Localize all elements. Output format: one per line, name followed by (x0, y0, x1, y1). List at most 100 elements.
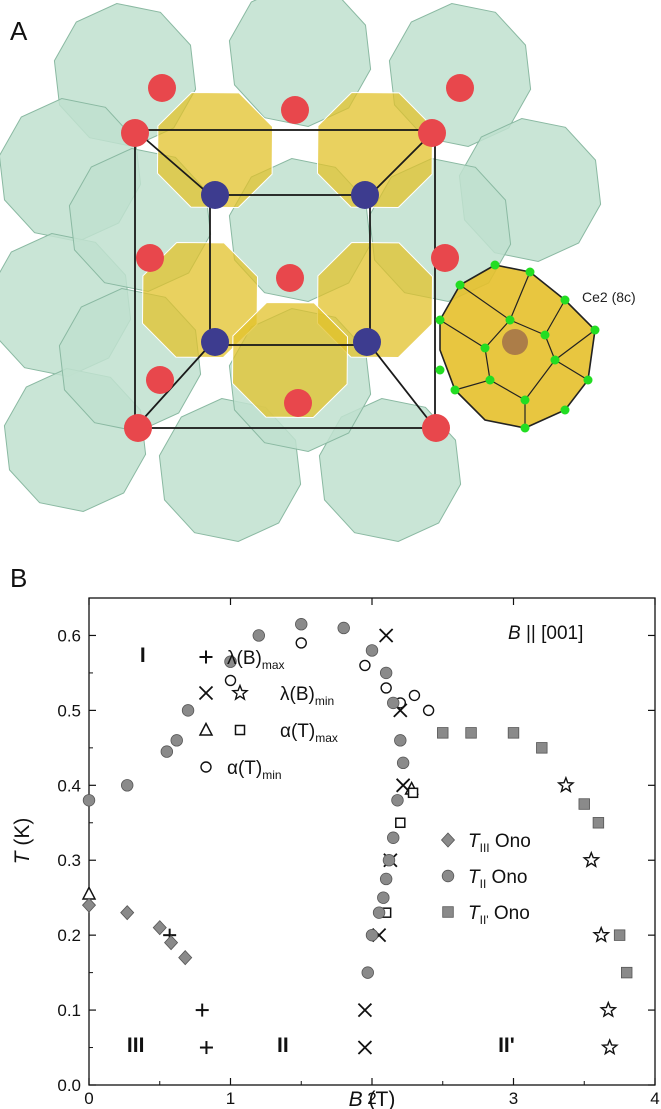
region-label: II (277, 1034, 289, 1057)
green-atom (590, 325, 600, 335)
red-atom (284, 389, 312, 417)
data-point-cross (357, 1002, 373, 1018)
region-label: I (140, 644, 146, 667)
data-point-plus (195, 1003, 209, 1017)
data-point-circle (422, 704, 435, 717)
yellow-polyhedron (141, 241, 259, 359)
data-point-filled_circle (160, 745, 174, 758)
y-tick-label: 0.2 (57, 926, 81, 945)
legend-marker-circle (200, 761, 212, 773)
data-point-filled_circle (387, 696, 400, 710)
blue-atom (201, 328, 229, 356)
data-point-diamond (152, 920, 167, 936)
legend-entry: TII Ono (468, 867, 527, 891)
data-point-circle (380, 682, 392, 694)
data-point-filled_circle (361, 966, 374, 979)
x-tick-label: 2 (367, 1089, 376, 1108)
data-marks (81, 618, 633, 1056)
legend-marker-cross (198, 685, 214, 701)
x-tick-label: 0 (84, 1089, 93, 1108)
data-point-filled_square (536, 742, 548, 754)
data-point-filled_square (621, 966, 633, 979)
data-point-filled_circle (372, 906, 386, 919)
legend-marker-plus (199, 650, 213, 664)
panel-b-letter: B (10, 563, 27, 593)
yellow-polyhedron (316, 241, 434, 359)
field-direction-annotation: B || [001] (508, 623, 583, 644)
red-atom (446, 74, 474, 102)
green-atom (435, 365, 445, 375)
green-atom (450, 385, 460, 395)
data-point-plus (199, 1041, 213, 1055)
y-tick-label: 0.4 (57, 776, 81, 795)
data-point-filled_circle (181, 704, 195, 717)
legend-marker-filled_square (442, 906, 454, 918)
y-tick-label: 0.5 (57, 701, 81, 720)
data-point-star (556, 775, 575, 794)
red-atom (276, 264, 304, 292)
ce2-polyhedron (435, 260, 600, 433)
cage-polyhedron (228, 0, 372, 128)
yellow-polyhedron (156, 91, 274, 209)
data-point-filled_circle (170, 734, 183, 747)
data-point-filled_circle (295, 618, 308, 631)
yellow-polyhedra (141, 91, 434, 419)
data-point-filled_square (613, 929, 626, 941)
legend-entry: α(T)max (280, 721, 338, 745)
data-point-square (395, 817, 406, 829)
data-point-star (600, 1038, 619, 1056)
red-atom (146, 366, 174, 394)
data-point-diamond (120, 905, 135, 921)
green-atom (480, 343, 490, 353)
green-atom (490, 260, 500, 270)
red-atom (431, 244, 459, 272)
data-point-filled_circle (252, 629, 265, 642)
legend-entry: α(T)min (227, 758, 282, 782)
green-atom (560, 405, 570, 415)
data-point-filled_circle (377, 891, 390, 904)
legend-entry: TIII Ono (468, 831, 531, 855)
green-atom (520, 395, 530, 405)
blue-atom (351, 181, 379, 209)
data-point-circle (408, 689, 421, 702)
red-atom (136, 244, 164, 272)
data-point-filled_square (592, 817, 605, 829)
data-point-diamond (81, 897, 97, 913)
green-atoms (435, 260, 600, 433)
green-atom (520, 423, 530, 433)
data-point-cross (357, 1040, 373, 1055)
data-point-filled_circle (394, 734, 407, 747)
legend-marker-triangle (198, 721, 214, 736)
data-point-filled_circle (379, 872, 393, 886)
data-point-filled_circle (121, 779, 134, 792)
blue-atom (201, 181, 229, 209)
data-point-filled_circle (387, 831, 400, 844)
legend-marker-star (231, 683, 249, 701)
legend-marker-diamond (440, 832, 456, 848)
data-point-filled_square (465, 727, 477, 739)
x-tick-label: 4 (650, 1089, 659, 1108)
green-atom (525, 267, 535, 277)
x-tick-label: 3 (509, 1089, 518, 1108)
data-point-filled_circle (382, 854, 396, 867)
data-point-diamond (178, 950, 193, 966)
red-atom (121, 119, 149, 147)
y-tick-label: 0.1 (57, 1001, 81, 1020)
ce2-label: Ce2 (8c) (582, 289, 636, 305)
blue-atom (353, 328, 381, 356)
data-point-cross (379, 628, 394, 643)
green-atom (435, 315, 445, 325)
red-atom (418, 119, 446, 147)
red-atom (422, 414, 450, 442)
plot-frame (88, 597, 656, 1086)
legend: λ(B)max λ(B)min α(T)max α(T)min TIII Ono TII … (198, 648, 531, 927)
green-atom (583, 375, 593, 385)
yellow-polyhedron (316, 91, 434, 209)
legend-marker-filled_circle (441, 869, 455, 883)
green-atom (540, 330, 550, 340)
data-point-circle (359, 659, 371, 672)
region-label: III (127, 1034, 145, 1057)
data-point-filled_circle (391, 794, 404, 807)
data-point-filled_circle (365, 644, 379, 657)
legend-entry: TII' Ono (468, 903, 530, 927)
